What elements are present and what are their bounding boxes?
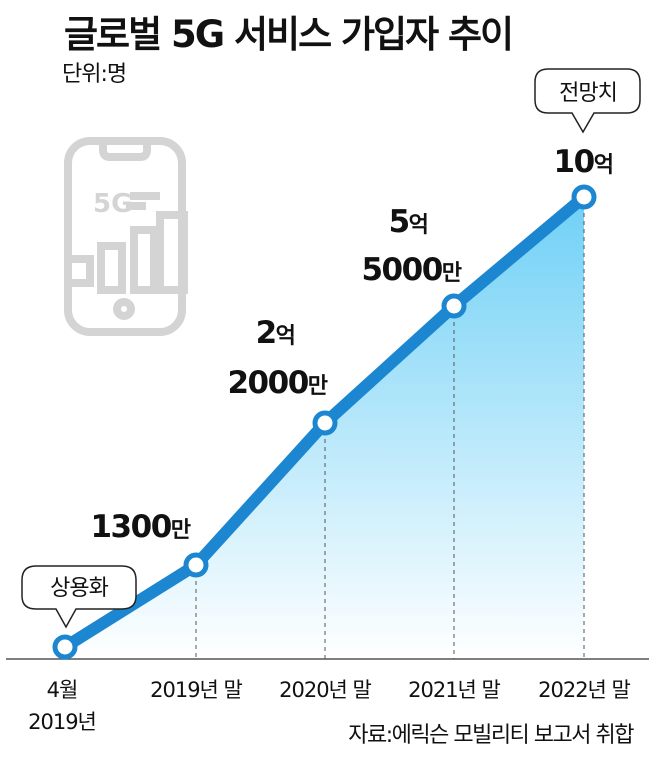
source-note: 자료:에릭슨 모빌리티 보고서 취합 (348, 723, 634, 748)
x-tick-label: 2021년 말 (408, 678, 500, 702)
data-label-line1: 5억 (389, 204, 428, 240)
data-point (312, 410, 338, 436)
data-label: 5000만 (361, 252, 461, 288)
5g-icon-text: 5G (93, 189, 132, 219)
data-label: 10억 (554, 144, 613, 180)
data-label: 1300만 (90, 509, 190, 545)
data-label: 2000만 (227, 365, 327, 401)
unit-label: 단위:명 (62, 62, 127, 87)
callout-commercialization: 상용화 (21, 565, 137, 629)
x-tick-label: 2019년 (28, 710, 96, 734)
data-label-line1: 2억 (256, 315, 295, 351)
x-tick-label: 2022년 말 (538, 678, 630, 702)
x-tick-label: 2019년 말 (150, 678, 242, 702)
data-point (571, 184, 597, 210)
chart-title: 글로벌 5G 서비스 가입자 추이 (64, 13, 514, 56)
data-point (441, 293, 467, 319)
data-point (183, 552, 209, 578)
x-tick-label: 2020년 말 (279, 678, 371, 702)
5g-phone-icon (64, 137, 188, 336)
callout-end-text: 전망치 (559, 81, 617, 106)
callout-start-text: 상용화 (50, 576, 108, 601)
data-point (52, 634, 78, 660)
callout-forecast: 전망치 (534, 68, 641, 134)
x-tick-label: 4월 (47, 678, 78, 702)
